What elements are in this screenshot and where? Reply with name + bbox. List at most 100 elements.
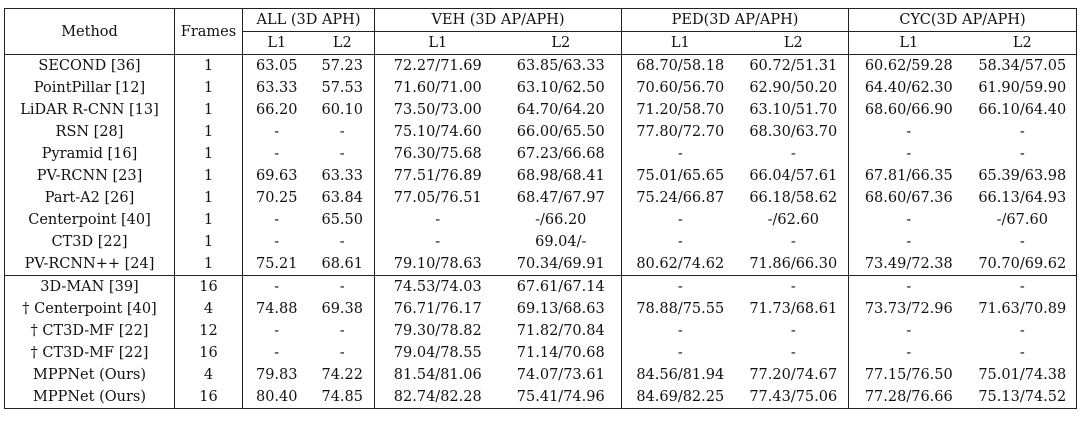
- table-row: PV-RCNN [23] 1 69.63 63.33 77.51/76.89 68.98/…: [4, 165, 1077, 187]
- method-cell: SECOND [36]: [4, 54, 175, 77]
- metric-cell: -: [677, 323, 683, 339]
- metric-cell: -: [310, 275, 375, 298]
- table-row: † CT3D-MF [22] 12 - - 79.30/78.82 71.82/70.84…: [4, 320, 1077, 342]
- metric-cell: 75.13/74.52: [978, 389, 1067, 405]
- metric-cell: 66.20: [255, 102, 298, 118]
- metric-cell: 68.98/68.41: [500, 165, 623, 187]
- metric-cell: 75.21: [255, 256, 298, 272]
- frames-cell: 1: [174, 209, 243, 231]
- frames-cell: 12: [174, 320, 243, 342]
- metric-cell: 63.33: [310, 165, 375, 187]
- metric-cell: -: [1019, 323, 1025, 339]
- group-header-ped: PED(3D AP/APH): [621, 8, 850, 32]
- metric-cell: 74.53/74.03: [374, 275, 501, 298]
- metric-cell: 71.73/68.61: [738, 298, 850, 320]
- method-cell: Centerpoint [40]: [4, 209, 175, 231]
- table-row: † CT3D-MF [22] 16 - - 79.04/78.55 71.14/70.68…: [4, 342, 1077, 364]
- metric-cell: -: [435, 234, 441, 250]
- method-cell: MPPNet (Ours): [4, 364, 175, 386]
- metric-cell: -: [677, 146, 683, 162]
- metric-cell: 69.38: [310, 298, 375, 320]
- metric-cell: 65.50: [310, 209, 375, 231]
- table-row: PointPillar [12] 1 63.33 57.53 71.60/71.00 63…: [4, 77, 1077, 99]
- metric-cell: 74.22: [310, 364, 375, 386]
- metric-cell: 66.04/57.61: [738, 165, 850, 187]
- method-cell: PV-RCNN [23]: [4, 165, 175, 187]
- header-row-groups: Method Frames ALL (3D APH) VEH (3D AP/AP…: [4, 8, 1077, 55]
- frames-cell: 1: [174, 54, 243, 77]
- method-cell: 3D-MAN [39]: [4, 275, 175, 298]
- metric-cell: 67.23/66.68: [500, 143, 623, 165]
- metric-cell: 79.83: [255, 367, 298, 383]
- metric-cell: -: [906, 323, 912, 339]
- metric-cell: 62.90/50.20: [738, 77, 850, 99]
- method-cell: † CT3D-MF [22]: [4, 342, 175, 364]
- table-row: Part-A2 [26] 1 70.25 63.84 77.05/76.51 68.47/…: [4, 187, 1077, 209]
- metric-cell: 60.62/59.28: [864, 58, 953, 74]
- metric-cell: 66.10/64.40: [978, 102, 1067, 118]
- metric-cell: 57.23: [310, 54, 375, 77]
- metric-cell: 82.74/82.28: [393, 389, 482, 405]
- metric-cell: -: [1019, 146, 1025, 162]
- metric-cell: 64.40/62.30: [864, 80, 953, 96]
- metric-cell: 57.53: [310, 77, 375, 99]
- metric-cell: 71.63/70.89: [978, 301, 1067, 317]
- metric-cell: 77.51/76.89: [393, 168, 482, 184]
- metric-cell: -: [274, 146, 280, 162]
- metric-cell: -: [677, 234, 683, 250]
- metric-cell: 73.50/73.00: [393, 102, 482, 118]
- metric-cell: -: [738, 231, 850, 253]
- metric-cell: 63.05: [255, 58, 298, 74]
- table-row: CT3D [22] 1 - - - 69.04/- - - - -: [4, 231, 1077, 253]
- metric-cell: -: [677, 345, 683, 361]
- metric-cell: 63.84: [310, 187, 375, 209]
- metric-cell: 68.60/66.90: [864, 102, 953, 118]
- table-row: PV-RCNN++ [24] 1 75.21 68.61 79.10/78.63 70.3…: [4, 253, 1077, 276]
- metric-cell: 73.73/72.96: [864, 301, 953, 317]
- table-row: Pyramid [16] 1 - - 76.30/75.68 67.23/66.68 - - -…: [4, 143, 1077, 165]
- metric-cell: 79.04/78.55: [393, 345, 482, 361]
- level-header: L1: [374, 31, 501, 55]
- metric-cell: -: [968, 275, 1077, 298]
- frames-cell: 4: [174, 364, 243, 386]
- metric-cell: 63.33: [255, 80, 298, 96]
- metric-cell: -: [1019, 234, 1025, 250]
- metric-cell: -: [310, 342, 375, 364]
- metric-cell: -: [738, 275, 850, 298]
- metric-cell: 68.70/58.18: [636, 58, 725, 74]
- metric-cell: -: [310, 121, 375, 143]
- metric-cell: 79.30/78.82: [393, 323, 482, 339]
- metric-cell: -: [906, 124, 912, 140]
- metric-cell: 71.20/58.70: [636, 102, 725, 118]
- frames-cell: 16: [174, 275, 243, 298]
- metric-cell: -: [310, 231, 375, 253]
- metric-cell: 74.07/73.61: [500, 364, 623, 386]
- metric-cell: 68.30/63.70: [738, 121, 850, 143]
- frames-cell: 1: [174, 99, 243, 121]
- table-row: 3D-MAN [39] 16- -74.53/74.03 67.61/67.14- - -…: [4, 275, 1077, 298]
- method-cell: Pyramid [16]: [4, 143, 175, 165]
- metric-cell: -/62.60: [738, 209, 850, 231]
- metric-cell: 63.10/51.70: [738, 99, 850, 121]
- metric-cell: -: [738, 342, 850, 364]
- table-row: SECOND [36] 1 63.05 57.23 72.27/71.69 63.85/6…: [4, 54, 1077, 77]
- metric-cell: -/67.60: [996, 212, 1048, 228]
- metric-cell: 60.72/51.31: [738, 54, 850, 77]
- level-header: L1: [621, 31, 739, 55]
- metric-cell: 77.15/76.50: [864, 367, 953, 383]
- group-header-all: ALL (3D APH): [242, 8, 375, 32]
- table-row: MPPNet (Ours) 16 80.40 74.85 82.74/82.28 75.4…: [4, 386, 1077, 409]
- metric-cell: 63.10/62.50: [500, 77, 623, 99]
- metric-cell: -: [435, 212, 441, 228]
- frames-cell: 16: [174, 342, 243, 364]
- metric-cell: 72.27/71.69: [393, 58, 482, 74]
- metric-cell: -: [621, 275, 739, 298]
- metric-cell: 68.47/67.97: [500, 187, 623, 209]
- metric-cell: -: [677, 212, 683, 228]
- table-row: LiDAR R-CNN [13] 1 66.20 60.10 73.50/73.00 64…: [4, 99, 1077, 121]
- frames-cell: 1: [174, 77, 243, 99]
- metric-cell: 65.39/63.98: [978, 168, 1067, 184]
- metric-cell: 66.00/65.50: [500, 121, 623, 143]
- metric-cell: 66.18/58.62: [738, 187, 850, 209]
- header-row-levels: L1 L2 L1 L2 L1 L2 L1 L2: [5, 31, 1077, 55]
